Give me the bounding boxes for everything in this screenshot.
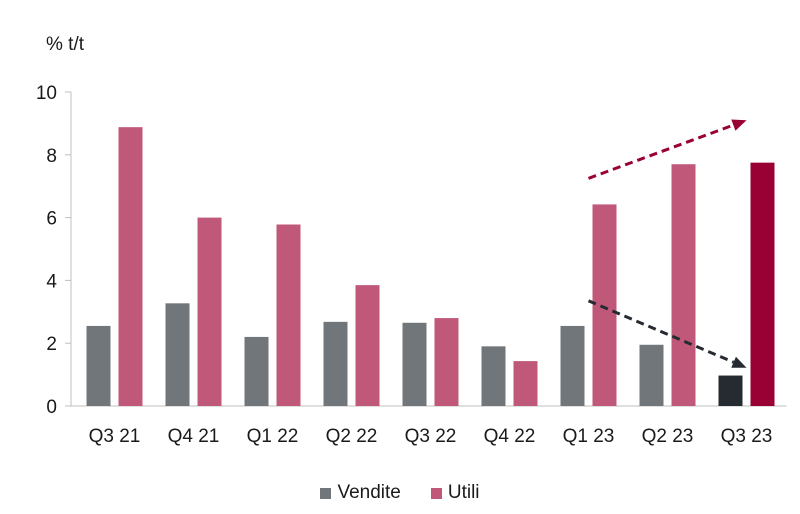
legend-swatch-utili	[430, 487, 442, 499]
bar-utili-q3-21	[118, 127, 143, 406]
bar-utili-q4-21	[197, 217, 222, 406]
bar-utili-q1-22	[276, 224, 301, 406]
trend-arrow-head-2	[731, 356, 747, 368]
legend-label-vendite: Vendite	[337, 482, 401, 503]
bar-utili-q2-23	[671, 164, 696, 406]
y-tick-label: 2	[46, 334, 57, 355]
legend-label-utili: Utili	[447, 482, 480, 503]
trend-arrow-line-2	[587, 299, 735, 364]
bar-chart: 0 2 4 6 8 10 Q3 21 Q4 21 Q1 22 Q2 22 Q3 22 Q4 22 Q1 …	[36, 83, 787, 447]
bar-vendite-q3-21	[86, 325, 111, 406]
trend-arrow-line-1	[587, 123, 734, 180]
legend-item-vendite: Vendite	[320, 482, 401, 504]
y-tick-label: 8	[46, 146, 57, 167]
y-tick-label: 4	[46, 271, 57, 292]
x-tick-label-q1-22: Q1 22	[247, 426, 299, 447]
bar-vendite-q2-22	[323, 321, 348, 406]
x-tick-label-q1-23: Q1 23	[563, 426, 615, 447]
bar-utili-q3-23	[750, 162, 775, 406]
bar-vendite-q4-22	[481, 346, 506, 406]
x-tick-label-q3-23: Q3 23	[721, 426, 773, 447]
legend-item-utili: Utili	[430, 482, 480, 504]
legend: Vendite Utili	[0, 482, 800, 504]
bar-vendite-q1-22	[244, 336, 269, 406]
bar-utili-q4-22	[513, 361, 538, 406]
y-axis-unit-label: % t/t	[46, 34, 85, 55]
x-tick-label-q2-23: Q2 23	[642, 426, 694, 447]
bar-utili-q2-22	[355, 285, 380, 406]
x-tick-label-q4-22: Q4 22	[484, 426, 536, 447]
x-tick-label-q2-22: Q2 22	[326, 426, 378, 447]
bar-utili-q1-23	[592, 204, 617, 406]
bar-vendite-q3-23	[718, 375, 743, 406]
bar-vendite-q1-23	[560, 325, 585, 406]
bar-vendite-q4-21	[165, 303, 190, 406]
trend-arrow-head-1	[731, 119, 747, 131]
legend-swatch-vendite	[320, 487, 332, 499]
y-tick-label: 6	[46, 209, 57, 230]
y-tick-label: 10	[36, 83, 57, 104]
x-tick-label-q3-22: Q3 22	[405, 426, 457, 447]
x-tick-label-q4-21: Q4 21	[168, 426, 220, 447]
bar-vendite-q3-22	[402, 322, 427, 406]
y-tick-label: 0	[46, 397, 57, 418]
bar-vendite-q2-23	[639, 344, 664, 406]
x-tick-label-q3-21: Q3 21	[89, 426, 141, 447]
bar-utili-q3-22	[434, 318, 459, 406]
